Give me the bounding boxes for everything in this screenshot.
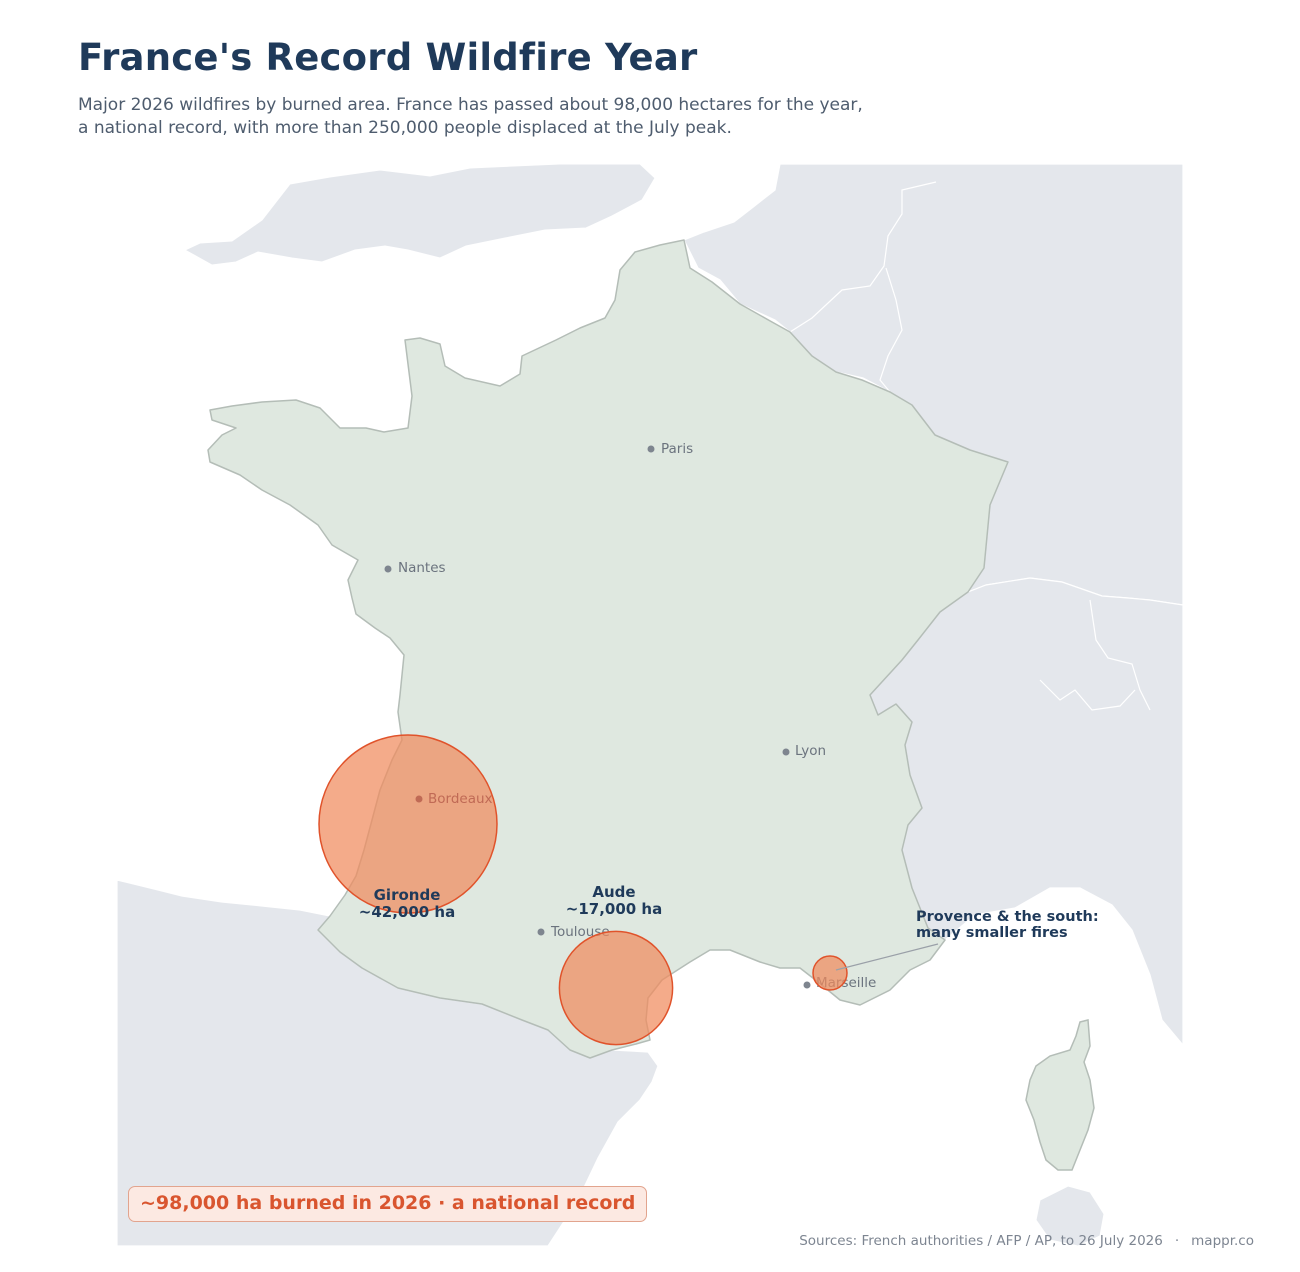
fire-bubble-provence[interactable]	[812, 955, 848, 991]
city-paris: Paris	[647, 441, 693, 457]
city-dot-toulouse	[537, 928, 545, 936]
city-dot-bordeaux	[415, 795, 423, 803]
city-label-paris: Paris	[661, 441, 693, 457]
fire-area-provence: many smaller fires	[916, 925, 1068, 941]
fire-region-gironde: Gironde	[374, 886, 441, 904]
national-record-callout: ~98,000 ha burned in 2026 · a national r…	[128, 1186, 648, 1222]
city-lyon: Lyon	[782, 743, 826, 759]
city-dot-lyon	[782, 748, 790, 756]
city-dot-paris	[647, 445, 655, 453]
fire-label-provence: Provence & the south: many smaller fires	[916, 909, 1099, 941]
corsica-land	[1025, 1019, 1095, 1171]
fire-label-aude: Aude ~17,000 ha	[566, 883, 662, 918]
map-frame: Paris Nantes Lyon Toulouse Marseille Bor…	[117, 164, 1183, 1246]
fire-bubble-aude[interactable]	[558, 930, 674, 1046]
fire-label-gironde: Gironde ~42,000 ha	[359, 886, 455, 921]
sources-separator: ·	[1174, 1233, 1180, 1249]
map-title: France's Record Wildfire Year	[78, 36, 698, 79]
fire-region-provence: Provence & the south:	[916, 909, 1099, 925]
city-dot-marseille	[803, 981, 811, 989]
sources-text: Sources: French authorities / AFP / AP, …	[799, 1233, 1163, 1249]
city-dot-nantes	[384, 565, 392, 573]
credit-link[interactable]: mappr.co	[1191, 1233, 1254, 1249]
mallorca-land	[1035, 1185, 1105, 1246]
fire-area-gironde: ~42,000 ha	[359, 903, 455, 921]
fire-region-aude: Aude	[592, 883, 635, 901]
city-nantes: Nantes	[384, 560, 446, 576]
britain-land	[183, 164, 656, 266]
fire-area-aude: ~17,000 ha	[566, 900, 662, 918]
city-bordeaux: Bordeaux	[415, 791, 493, 807]
city-label-bordeaux: Bordeaux	[428, 791, 493, 807]
fire-bubble-gironde[interactable]	[318, 734, 498, 914]
city-label-nantes: Nantes	[398, 560, 446, 576]
city-label-lyon: Lyon	[795, 743, 826, 759]
sources-footer: Sources: French authorities / AFP / AP, …	[799, 1233, 1254, 1249]
map-subtitle: Major 2026 wildfires by burned area. Fra…	[78, 94, 863, 140]
borders-inner	[789, 181, 1151, 711]
subtitle-line-2: a national record, with more than 250,00…	[78, 118, 732, 138]
subtitle-line-1: Major 2026 wildfires by burned area. Fra…	[78, 95, 863, 115]
provence-leader-line	[835, 943, 939, 971]
